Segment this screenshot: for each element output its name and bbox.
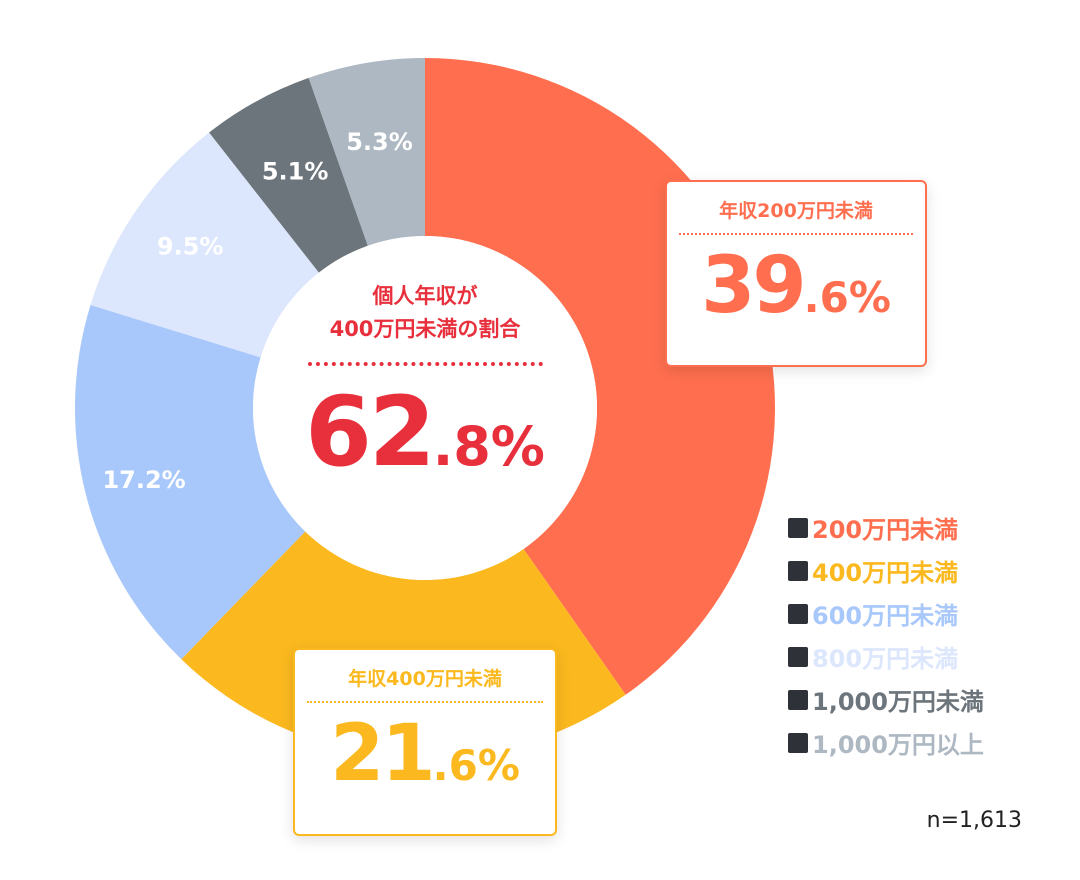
legend-swatch (788, 689, 808, 710)
callout-value: 39.6% (667, 241, 925, 331)
legend-swatch (788, 517, 808, 538)
legend-label: 200万円未満 (812, 516, 959, 544)
legend-label: 800万円未満 (812, 645, 959, 673)
legend-swatch (788, 603, 808, 624)
legend-item: 800万円未満 (788, 635, 984, 678)
legend-item: 400万円未満 (788, 549, 984, 592)
callout-200: 年収200万円未満 39.6% (665, 180, 927, 367)
callout-divider (679, 233, 913, 235)
callout-title: 年収200万円未満 (719, 200, 873, 222)
center-summary: 個人年収が 400万円未満の割合 62.8% (265, 280, 585, 488)
center-divider (307, 362, 543, 366)
legend-swatch (788, 646, 808, 667)
center-title-line2: 400万円未満の割合 (329, 317, 521, 341)
legend-item: 1,000万円未満 (788, 678, 984, 721)
callout-divider (307, 701, 543, 703)
legend: 200万円未満 400万円未満 600万円未満 800万円未満 1,000万円未満 1,0… (788, 506, 984, 764)
callout-400: 年収400万円未満 21.6% (293, 648, 557, 836)
slice-label: 17.2% (102, 466, 185, 494)
legend-label: 1,000万円以上 (812, 731, 984, 759)
center-value-dec: .8% (432, 415, 545, 478)
donut-slice-5 (308, 58, 425, 246)
donut-hole (253, 236, 597, 580)
callout-value-dec: .6% (803, 273, 891, 322)
callout-title: 年収400万円未満 (348, 668, 502, 690)
center-value: 62.8% (265, 376, 585, 488)
legend-label: 600万円未満 (812, 602, 959, 630)
legend-item: 600万円未満 (788, 592, 984, 635)
slice-label: 9.5% (157, 233, 224, 261)
donut-slice-4 (209, 77, 368, 273)
legend-label: 400万円未満 (812, 559, 959, 587)
callout-value-int: 21 (330, 709, 436, 799)
legend-item: 200万円未満 (788, 506, 984, 549)
center-title-line1: 個人年収が (372, 284, 478, 308)
legend-swatch (788, 732, 808, 753)
center-value-int: 62 (305, 376, 436, 488)
slice-label: 5.1% (262, 157, 329, 185)
legend-swatch (788, 560, 808, 581)
callout-value-int: 39 (701, 241, 807, 331)
legend-label: 1,000万円未満 (812, 688, 984, 716)
donut-slice-2 (74, 304, 306, 660)
donut-slice-3 (90, 132, 319, 358)
slice-label: 5.3% (346, 128, 413, 156)
callout-value-dec: .6% (432, 741, 520, 790)
legend-item: 1,000万円以上 (788, 721, 984, 764)
callout-value: 21.6% (295, 709, 555, 799)
sample-size: n=1,613 (926, 808, 1022, 833)
